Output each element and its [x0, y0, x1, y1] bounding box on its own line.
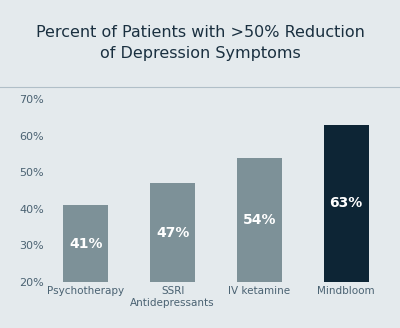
Bar	[237, 158, 282, 282]
Bar	[150, 183, 195, 282]
Bar	[63, 205, 108, 282]
Text: 47%: 47%	[156, 226, 189, 240]
Text: Percent of Patients with >50% Reduction
of Depression Symptoms: Percent of Patients with >50% Reduction …	[36, 25, 364, 61]
Text: 41%: 41%	[69, 237, 102, 251]
Bar	[324, 125, 369, 282]
Text: 63%: 63%	[330, 196, 363, 211]
Text: 54%: 54%	[243, 213, 276, 227]
